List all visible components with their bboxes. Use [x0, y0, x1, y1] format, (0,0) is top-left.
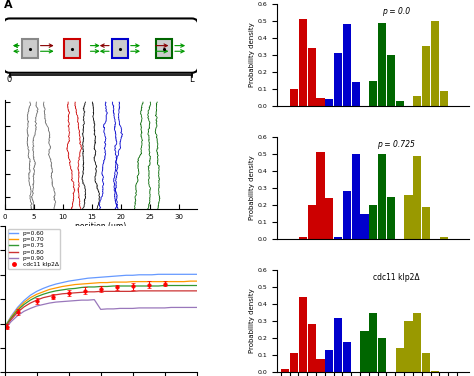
Bar — [422, 46, 430, 106]
Bar — [334, 238, 342, 239]
Bar — [422, 207, 430, 239]
Bar — [378, 338, 386, 372]
FancyBboxPatch shape — [64, 39, 80, 58]
Bar — [387, 197, 395, 239]
Bar — [413, 312, 421, 372]
Bar — [396, 348, 404, 372]
Y-axis label: Probability density: Probability density — [249, 156, 255, 220]
Bar — [440, 238, 448, 239]
Bar — [343, 341, 351, 372]
Bar — [325, 198, 333, 239]
X-axis label: position (μm): position (μm) — [75, 221, 127, 230]
Bar — [360, 214, 368, 239]
Text: p = 0.725: p = 0.725 — [377, 140, 415, 149]
Bar — [290, 353, 298, 372]
FancyBboxPatch shape — [156, 39, 172, 58]
Y-axis label: Probability density: Probability density — [249, 23, 255, 87]
Bar — [404, 321, 412, 372]
FancyBboxPatch shape — [22, 39, 38, 58]
Y-axis label: Probability density: Probability density — [249, 289, 255, 353]
Bar — [378, 154, 386, 239]
Bar — [308, 324, 316, 372]
Bar — [369, 80, 377, 106]
Bar — [431, 21, 439, 106]
Bar — [343, 191, 351, 239]
Bar — [352, 82, 360, 106]
Bar — [413, 96, 421, 106]
Bar — [334, 53, 342, 106]
Bar — [308, 48, 316, 106]
FancyBboxPatch shape — [112, 39, 128, 58]
Text: 0: 0 — [7, 75, 12, 84]
Bar — [404, 195, 412, 239]
Bar — [281, 369, 289, 372]
Text: B: B — [235, 0, 244, 1]
Bar — [325, 99, 333, 106]
Legend: p=0.60, p=0.70, p=0.75, p=0.80, p=0.90, cdc11 klp2Δ: p=0.60, p=0.70, p=0.75, p=0.80, p=0.90, … — [8, 229, 61, 269]
Bar — [290, 89, 298, 106]
Text: cdc11 klp2Δ: cdc11 klp2Δ — [373, 273, 419, 282]
Bar — [308, 205, 316, 239]
FancyBboxPatch shape — [3, 18, 199, 73]
Text: L: L — [190, 75, 194, 84]
Bar — [422, 353, 430, 372]
Text: A: A — [4, 0, 12, 10]
Bar — [299, 297, 307, 372]
Bar — [334, 318, 342, 372]
Bar — [325, 350, 333, 372]
Bar — [440, 91, 448, 106]
Bar — [396, 101, 404, 106]
Bar — [317, 98, 325, 106]
Bar — [343, 24, 351, 106]
Bar — [299, 19, 307, 106]
Bar — [352, 154, 360, 239]
Bar — [387, 55, 395, 106]
Text: p = 0.0: p = 0.0 — [382, 7, 410, 16]
Bar — [413, 156, 421, 239]
Bar — [317, 359, 325, 372]
Bar — [369, 205, 377, 239]
Bar — [431, 370, 439, 372]
Bar — [378, 23, 386, 106]
Bar — [299, 238, 307, 239]
Bar — [360, 331, 368, 372]
Bar — [369, 312, 377, 372]
Bar — [317, 152, 325, 239]
